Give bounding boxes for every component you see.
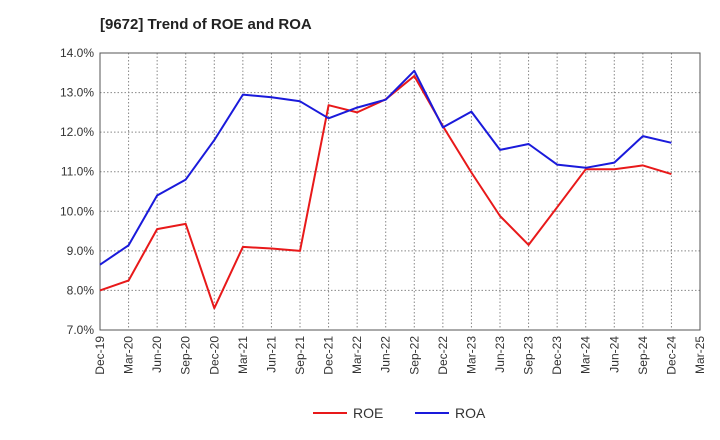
y-tick-label: 14.0% bbox=[60, 46, 94, 60]
x-tick-label: Dec-21 bbox=[322, 336, 336, 375]
x-tick-label: Sep-20 bbox=[179, 336, 193, 375]
x-tick-label: Dec-23 bbox=[550, 336, 564, 375]
axes: 7.0% 8.0% 9.0% 10.0% 11.0% 12.0% 13.0% 14.0% Dec… bbox=[60, 46, 707, 375]
plot-frame bbox=[99, 52, 701, 331]
x-tick-label: Mar-23 bbox=[464, 336, 478, 374]
x-tick-label: Sep-24 bbox=[636, 336, 650, 375]
y-tick-label: 8.0% bbox=[67, 283, 95, 297]
x-tick-label: Mar-20 bbox=[122, 336, 136, 374]
y-tick-label: 11.0% bbox=[61, 165, 94, 179]
x-tick-label: Sep-21 bbox=[293, 336, 307, 375]
gridlines bbox=[99, 52, 701, 331]
y-tick-label: 7.0% bbox=[67, 323, 95, 337]
x-tick-label: Jun-21 bbox=[264, 336, 278, 373]
legend: ROE ROA bbox=[313, 405, 486, 421]
y-tick-label: 9.0% bbox=[67, 244, 95, 258]
y-tick-label: 10.0% bbox=[60, 204, 94, 218]
x-tick-label: Dec-22 bbox=[436, 336, 450, 375]
x-tick-label: Mar-22 bbox=[350, 336, 364, 374]
y-tick-label: 12.0% bbox=[60, 125, 94, 139]
x-tick-label: Jun-20 bbox=[150, 336, 164, 373]
series-lines bbox=[99, 69, 672, 310]
legend-label-roa: ROA bbox=[455, 405, 486, 421]
y-tick-label: 13.0% bbox=[60, 86, 94, 100]
x-tick-label: Mar-24 bbox=[579, 336, 593, 374]
x-tick-label: Sep-22 bbox=[407, 336, 421, 375]
x-tick-label: Jun-22 bbox=[379, 336, 393, 373]
x-tick-label: Dec-19 bbox=[93, 336, 107, 375]
x-tick-label: Dec-24 bbox=[664, 336, 678, 375]
x-tick-label: Mar-25 bbox=[693, 336, 707, 374]
chart-title: [9672] Trend of ROE and ROA bbox=[100, 16, 312, 33]
x-tick-label: Mar-21 bbox=[236, 336, 250, 374]
x-tick-label: Dec-20 bbox=[207, 336, 221, 375]
x-tick-label: Sep-23 bbox=[522, 336, 536, 375]
x-tick-label: Jun-23 bbox=[493, 336, 507, 373]
plot-area bbox=[100, 53, 700, 330]
legend-label-roe: ROE bbox=[353, 405, 383, 421]
series-line-roa bbox=[99, 69, 672, 266]
x-tick-label: Jun-24 bbox=[607, 336, 621, 373]
